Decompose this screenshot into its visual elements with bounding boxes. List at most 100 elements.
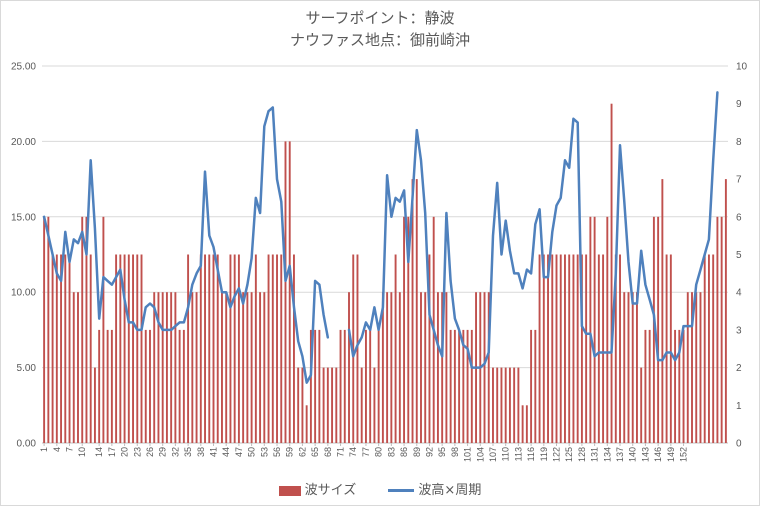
bar [110,329,113,443]
bar [93,367,96,443]
bar [390,292,393,443]
bar [636,292,638,443]
x-tick-label: 4 [52,447,62,452]
x-tick-label: 65 [310,447,320,457]
bar [233,254,236,443]
bar [208,254,211,443]
x-tick-label: 101 [463,447,473,462]
x-tick-label: 113 [513,447,523,461]
x-tick-label: 56 [272,447,282,457]
bar [242,292,245,443]
bar [424,292,427,443]
bar [267,254,270,443]
bar [504,367,507,443]
bar [720,216,723,443]
bar [648,329,651,443]
bar [640,367,643,443]
bar [551,254,554,443]
bar [216,254,219,443]
x-tick-label: 29 [158,447,168,457]
bar [644,329,647,443]
y-left-tick-label: 25.00 [11,62,36,73]
bar [280,254,283,443]
series-line [42,106,330,384]
x-tick-label: 10 [77,447,87,457]
x-tick-label: 143 [640,447,650,462]
y-right-tick-label: 7 [736,175,742,186]
bar [483,292,486,443]
chart-subtitle: ナウファス地点：御前崎沖 [289,31,470,49]
bar [301,367,304,443]
bar [699,292,702,443]
y-right-tick-label: 2 [736,363,742,374]
y-left-tick-label: 20.00 [11,137,36,148]
legend: 波サイズ 波高×周期 [0,479,760,498]
bar [85,216,88,443]
x-tick-label: 50 [247,447,257,457]
bar [453,329,456,443]
x-tick-label: 32 [170,447,180,457]
bar [250,292,253,443]
legend-item-bar: 波サイズ [278,479,356,498]
bar [403,216,406,443]
bar [686,292,689,443]
bar [127,254,130,443]
bar [610,103,613,443]
x-tick-label: 86 [399,447,409,457]
bar [373,367,376,443]
bar [530,329,533,443]
bar [381,292,384,443]
chart-title: サーフポイント：静波 [305,9,455,27]
bar [407,216,410,443]
x-tick-label: 140 [628,447,638,462]
bar [517,367,520,443]
bar [339,329,342,443]
bar [60,254,63,443]
bar [204,254,206,443]
bar [449,329,452,443]
bar [521,405,524,443]
bar [55,254,58,443]
bar [102,216,105,443]
bar [77,292,79,443]
y-right-tick-label: 8 [736,137,742,148]
bar [288,141,291,443]
bar [627,292,630,443]
x-tick-label: 92 [424,447,434,457]
bar [369,329,372,443]
bar [724,179,727,443]
bar [589,216,592,443]
bar [445,292,448,443]
bar [149,329,151,443]
x-tick-label: 59 [285,447,295,457]
bar [707,254,710,443]
bar [691,292,693,443]
bar [496,367,499,443]
bar [174,292,177,443]
x-tick-label: 17 [107,447,117,457]
x-tick-label: 7 [65,447,75,452]
x-tick-label: 122 [552,447,562,462]
bar [225,292,228,443]
series-line [347,91,719,369]
bar [466,329,469,443]
bar [665,254,668,443]
legend-swatch-line [388,489,415,492]
bar [441,292,444,443]
bar [297,367,300,443]
bar [703,254,706,443]
bar [318,329,321,443]
bar [538,254,541,443]
y-right-tick-label: 4 [736,288,742,299]
x-tick-label: 41 [209,447,219,457]
x-tick-label: 116 [526,447,536,461]
bar [246,292,249,443]
y-left-tick-label: 5.00 [17,363,37,374]
bar [187,254,190,443]
bar [534,329,537,443]
bar [555,254,558,443]
bar [712,254,715,443]
bar [597,254,600,443]
bar [386,292,389,443]
